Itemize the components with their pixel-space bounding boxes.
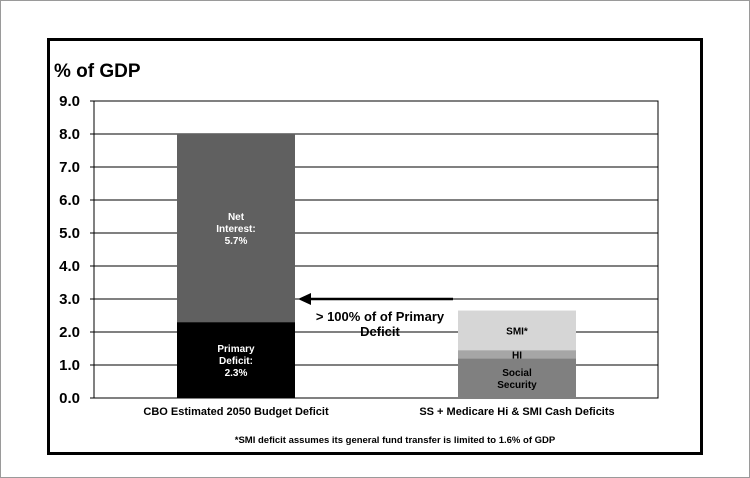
y-tick-labels: 0.0 1.0 2.0 3.0 4.0 5.0 6.0 7.0 8.0 9.0	[59, 93, 80, 407]
y-tick-label: 8.0	[59, 126, 80, 143]
annotation-arrow-head	[298, 293, 311, 305]
segment-label: Interest:	[216, 224, 255, 235]
segment-label: Net	[228, 212, 245, 223]
segment-label: Security	[497, 380, 537, 391]
category-labels: CBO Estimated 2050 Budget Deficit SS + Me…	[143, 406, 614, 418]
category-label: SS + Medicare Hi & SMI Cash Deficits	[419, 406, 614, 418]
segment-label: 2.3%	[225, 368, 248, 379]
y-tick-label: 2.0	[59, 324, 80, 341]
footnote: *SMI deficit assumes its general fund tr…	[235, 435, 556, 446]
y-tick-label: 1.0	[59, 357, 80, 374]
segment-label: Primary	[217, 344, 255, 355]
y-tick-label: 9.0	[59, 93, 80, 110]
y-tick-label: 0.0	[59, 390, 80, 407]
annotation-text: Deficit	[360, 324, 400, 339]
y-tick-label: 4.0	[59, 258, 80, 275]
y-tick-label: 5.0	[59, 225, 80, 242]
y-tick-label: 3.0	[59, 291, 80, 308]
segment-label: 5.7%	[225, 236, 248, 247]
segment-label: Social	[502, 368, 532, 379]
bar-segment	[177, 322, 295, 398]
segment-label: HI	[512, 350, 522, 361]
bar-segment	[458, 310, 576, 351]
y-tick-label: 7.0	[59, 159, 80, 176]
segment-label: Deficit:	[219, 356, 253, 367]
bar-segment	[458, 358, 576, 398]
y-axis-label: % of GDP	[54, 61, 141, 82]
segment-label: SMI*	[506, 326, 528, 337]
annotation-text: > 100% of of Primary	[316, 309, 445, 324]
bar-segment	[458, 350, 576, 359]
bar-segment	[177, 134, 295, 323]
y-tick-label: 6.0	[59, 192, 80, 209]
category-label: CBO Estimated 2050 Budget Deficit	[143, 406, 329, 418]
chart-frame	[47, 38, 703, 455]
